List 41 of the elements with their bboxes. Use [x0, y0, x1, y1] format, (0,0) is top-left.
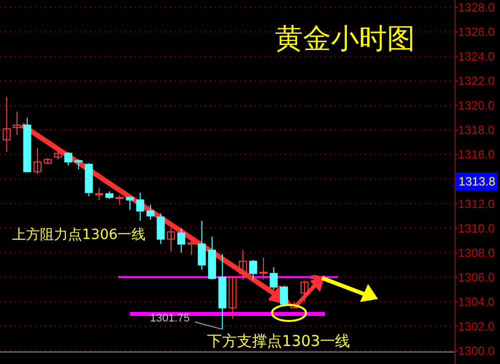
y-tick-label: 1312.0: [458, 196, 496, 211]
annotation: 1313.8: [458, 174, 496, 189]
y-tick-label: 1324.0: [458, 50, 496, 64]
y-tick-label: 1316.0: [458, 148, 496, 162]
candlestick: [116, 194, 124, 206]
candlestick: [33, 148, 42, 175]
candlestick: [249, 260, 258, 280]
y-tick-label: 1326.0: [458, 25, 496, 40]
text: 黄金小时图: [275, 22, 415, 55]
y-tick-label: 1310.0: [458, 221, 496, 236]
y-tick-label: 1308.0: [458, 246, 496, 260]
candlestick: [270, 266, 278, 290]
candlestick: [54, 148, 62, 160]
candlestick: [95, 187, 104, 200]
ref-line-label: 上方阻力点1306一线: [12, 227, 146, 244]
candlestick: [12, 111, 21, 136]
candlestick: [2, 96, 11, 153]
candlestick: [146, 204, 154, 220]
candlestick: [156, 212, 165, 245]
candlestick: [126, 196, 134, 210]
candlestick: [64, 152, 72, 166]
y-tick-label: 1304.0: [458, 294, 496, 309]
y-tick-label: 1318.0: [458, 123, 496, 138]
candlestick: [238, 250, 247, 280]
y-tick-label: 1320.0: [458, 98, 496, 113]
y-tick-label: 1306.0: [458, 270, 496, 284]
y-tick-label: 1302.0: [458, 319, 496, 334]
candlestick: [188, 236, 196, 256]
y-tick-label: 1322.0: [458, 74, 496, 88]
y-tick-label: 1300.0: [458, 344, 496, 358]
candlestick: [228, 275, 237, 320]
candlestick: [198, 220, 206, 270]
y-tick-label: 1328.0: [458, 0, 496, 15]
candlestick: [167, 228, 176, 252]
ref-line-label: 下方支撑点1303一线: [207, 332, 350, 350]
candlestick: [177, 228, 186, 254]
candlestick: [300, 280, 309, 302]
candlestick: [74, 158, 83, 170]
candlestick: [259, 257, 268, 280]
annotation: 1301.75: [150, 312, 190, 324]
candlestick: [136, 192, 144, 222]
